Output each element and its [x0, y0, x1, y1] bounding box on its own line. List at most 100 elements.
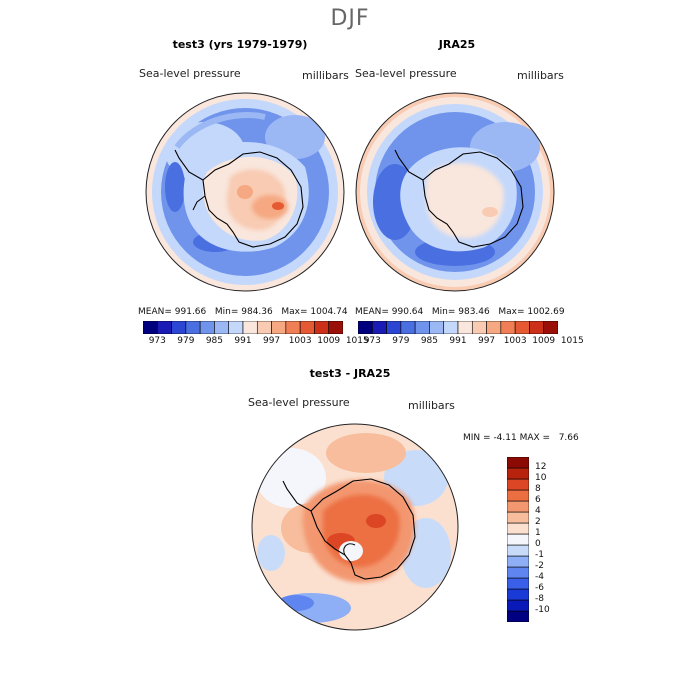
colorbar-tick-label: 991 [449, 336, 467, 346]
panel3-stats: MIN = -4.11 MAX = 7.66 [463, 433, 579, 443]
panel1-min-label: Min= [214, 307, 239, 317]
colorbar-swatch [507, 467, 529, 480]
panel3-colorbar [507, 457, 529, 622]
colorbar-swatch [514, 321, 530, 334]
colorbar-tick-label: 4 [535, 506, 541, 516]
colorbar-swatch [214, 321, 230, 334]
panel3-colorbar-ticks: 12 10 8 6 4 2 1 0 -1 -2 -4 -6 -8 -10 [535, 457, 575, 622]
panel3-min: -4.11 [493, 433, 517, 443]
colorbar-tick-label: 12 [535, 462, 547, 472]
panel3-title: test3 - JRA25 [309, 367, 391, 380]
colorbar-swatch [457, 321, 473, 334]
colorbar-tick-label: 985 [205, 336, 224, 346]
colorbar-tick-label: -1 [535, 550, 544, 560]
colorbar-swatch [529, 321, 545, 334]
panel3-min-label: MIN = [463, 433, 491, 443]
panel2-colorbar [358, 321, 558, 334]
panel1-mean: 991.66 [174, 307, 207, 317]
colorbar-swatch [256, 321, 272, 334]
colorbar-swatch [507, 522, 529, 535]
colorbar-swatch [507, 500, 529, 513]
colorbar-swatch [507, 555, 529, 568]
colorbar-swatch [314, 321, 330, 334]
colorbar-swatch [185, 321, 201, 334]
colorbar-tick-label: 1003 [503, 336, 527, 346]
colorbar-tick-label: 1015 [345, 336, 369, 346]
colorbar-swatch [486, 321, 502, 334]
colorbar-swatch [507, 588, 529, 601]
colorbar-swatch [507, 511, 529, 524]
colorbar-swatch [507, 610, 529, 622]
panel1-units: millibars [302, 69, 349, 82]
colorbar-tick-label: 1 [535, 528, 541, 538]
panel2-max-label: Max= [498, 307, 525, 317]
panel3-max: 7.66 [558, 433, 579, 443]
colorbar-swatch [400, 321, 416, 334]
colorbar-tick-label: 997 [262, 336, 281, 346]
panel1-stats: MEAN= 991.66 Min= 984.36 Max= 1004.74 [138, 307, 348, 317]
panel2-title: JRA25 [438, 38, 476, 51]
colorbar-swatch [507, 544, 529, 557]
colorbar-tick-label: 1009 [532, 336, 556, 346]
panel1-colorbar [143, 321, 343, 334]
colorbar-tick-label: -6 [535, 583, 544, 593]
colorbar-tick-label: -2 [535, 561, 544, 571]
panel2-min-label: Min= [431, 307, 456, 317]
colorbar-swatch [507, 489, 529, 502]
panel2-units: millibars [517, 69, 564, 82]
colorbar-tick-label: 1009 [317, 336, 341, 346]
panel3-variable: Sea-level pressure [248, 396, 350, 409]
colorbar-tick-label: 6 [535, 495, 541, 505]
colorbar-tick-label: 0 [535, 539, 541, 549]
panel1-title: test3 (yrs 1979-1979) [172, 38, 308, 51]
colorbar-swatch [143, 321, 158, 334]
colorbar-tick-label: 2 [535, 517, 541, 527]
panel1-max: 1004.74 [310, 307, 348, 317]
colorbar-swatch [171, 321, 187, 334]
panel2-variable: Sea-level pressure [355, 67, 457, 80]
colorbar-tick-label: -10 [535, 605, 550, 615]
colorbar-tick-label: 979 [392, 336, 410, 346]
panel1-max-label: Max= [281, 307, 308, 317]
figure-title: DJF [330, 6, 370, 31]
panel3-units: millibars [408, 399, 455, 412]
colorbar-tick-label: 985 [420, 336, 439, 346]
colorbar-swatch [414, 321, 430, 334]
panel3-max-label: MAX = [519, 433, 551, 443]
colorbar-swatch [242, 321, 258, 334]
colorbar-swatch [228, 321, 244, 334]
colorbar-tick-label: 8 [535, 484, 541, 494]
colorbar-swatch [371, 321, 387, 334]
colorbar-swatch [358, 321, 373, 334]
panel1-mean-label: MEAN= [138, 307, 172, 317]
colorbar-swatch [507, 577, 529, 590]
colorbar-tick-label: 973 [363, 336, 381, 346]
colorbar-swatch [156, 321, 172, 334]
colorbar-swatch [328, 321, 343, 334]
colorbar-tick-label: 991 [234, 336, 252, 346]
panel2-stats: MEAN= 990.64 Min= 983.46 Max= 1002.69 [355, 307, 565, 317]
colorbar-swatch [543, 321, 558, 334]
panel2-map [355, 92, 555, 292]
panel2-mean: 990.64 [391, 307, 424, 317]
colorbar-swatch [299, 321, 315, 334]
colorbar-swatch [507, 457, 529, 469]
colorbar-tick-label: 979 [177, 336, 195, 346]
colorbar-tick-label: 10 [535, 473, 547, 483]
colorbar-swatch [285, 321, 301, 334]
colorbar-swatch [429, 321, 445, 334]
colorbar-swatch [386, 321, 402, 334]
colorbar-swatch [500, 321, 516, 334]
panel3-map [251, 423, 459, 631]
panel1-map [145, 92, 345, 292]
colorbar-tick-label: 973 [148, 336, 166, 346]
panel1-variable: Sea-level pressure [139, 67, 241, 80]
colorbar-swatch [507, 533, 529, 546]
colorbar-swatch [471, 321, 487, 334]
colorbar-tick-label: -8 [535, 594, 544, 604]
panel2-mean-label: MEAN= [355, 307, 389, 317]
colorbar-tick-label: 997 [477, 336, 496, 346]
panel2-min: 983.46 [458, 307, 490, 317]
colorbar-tick-label: 1003 [288, 336, 312, 346]
panel1-min: 984.36 [241, 307, 273, 317]
